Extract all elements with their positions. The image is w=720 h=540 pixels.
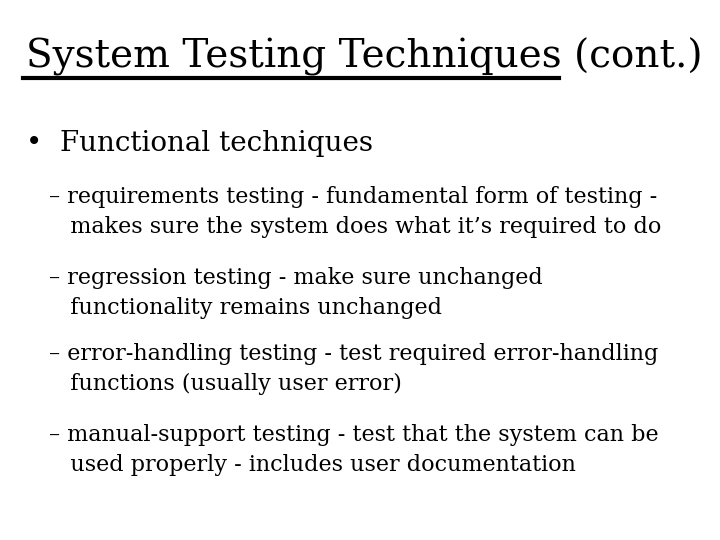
Text: makes sure the system does what it’s required to do: makes sure the system does what it’s req… bbox=[49, 216, 662, 238]
Text: used properly - includes user documentation: used properly - includes user documentat… bbox=[49, 454, 576, 476]
Text: – manual-support testing - test that the system can be: – manual-support testing - test that the… bbox=[49, 424, 659, 446]
Text: – requirements testing - fundamental form of testing -: – requirements testing - fundamental for… bbox=[49, 186, 657, 208]
Text: System Testing Techniques (cont.): System Testing Techniques (cont.) bbox=[26, 38, 703, 76]
Text: – error-handling testing - test required error-handling: – error-handling testing - test required… bbox=[49, 343, 658, 365]
Text: •  Functional techniques: • Functional techniques bbox=[26, 130, 373, 157]
Text: – regression testing - make sure unchanged: – regression testing - make sure unchang… bbox=[49, 267, 543, 289]
Text: functionality remains unchanged: functionality remains unchanged bbox=[49, 297, 442, 319]
Text: functions (usually user error): functions (usually user error) bbox=[49, 373, 402, 395]
